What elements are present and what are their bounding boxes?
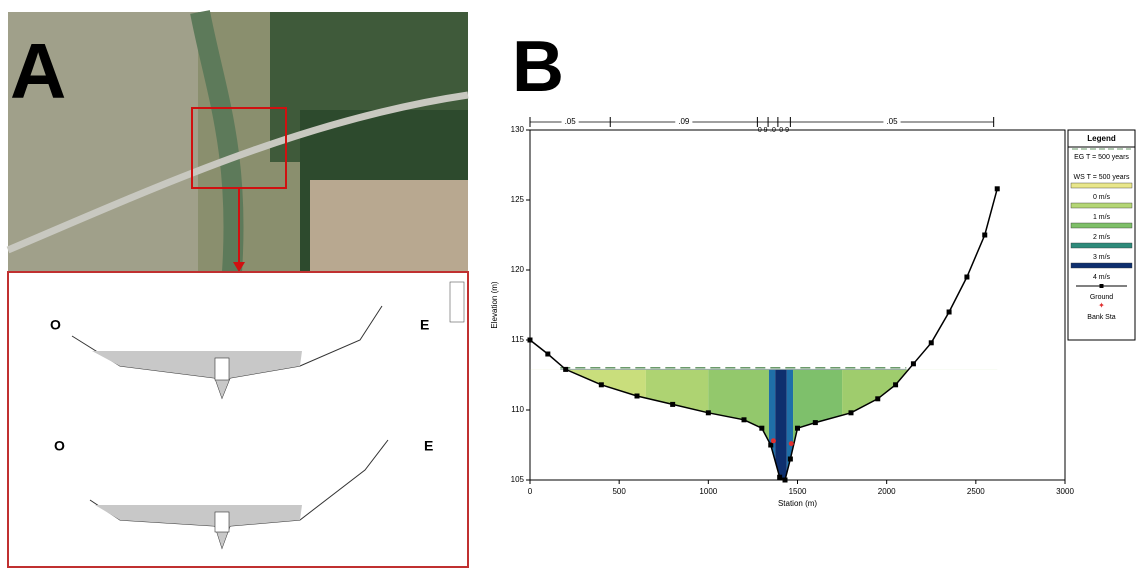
ground-point — [741, 417, 747, 423]
ground-point — [598, 382, 604, 388]
flow-strip — [708, 369, 769, 480]
legend-swatch — [1070, 242, 1133, 249]
ground-point — [759, 425, 765, 431]
side-label: E — [424, 438, 433, 454]
ground-point — [848, 410, 854, 416]
y-tick-label: 105 — [511, 475, 525, 484]
ground-line — [529, 188, 998, 482]
label-bg — [675, 117, 693, 127]
ground-point — [812, 420, 818, 426]
legend-swatch — [1070, 202, 1133, 209]
x-tick-label: 3000 — [1056, 487, 1074, 496]
ground-point — [928, 340, 934, 346]
ground-point — [768, 442, 774, 448]
legend-swatch — [1070, 222, 1133, 229]
flow-strip — [775, 369, 787, 480]
ground-point — [782, 477, 788, 483]
legend-swatch — [1070, 182, 1133, 189]
legend-swatch — [1070, 262, 1133, 269]
ground-point — [964, 274, 970, 280]
label-bg — [883, 117, 901, 127]
ground-point — [875, 396, 881, 402]
x-tick-label: 1000 — [699, 487, 717, 496]
y-tick-label: 115 — [511, 335, 524, 344]
side-label: E — [420, 317, 429, 333]
ground-point — [777, 474, 783, 480]
manning-label: 0 9 — [758, 127, 768, 134]
panel-label: B — [512, 27, 564, 107]
y-tick-label: 130 — [511, 125, 525, 134]
legend-label: EG T = 500 years — [1074, 154, 1129, 161]
ground-point — [982, 232, 988, 238]
x-tick-label: 500 — [612, 487, 626, 496]
legend-label: Ground — [1090, 294, 1113, 301]
legend-label: 1 m/s — [1093, 214, 1111, 221]
ground-point — [946, 309, 952, 315]
ground-point — [994, 186, 1000, 192]
x-tick-label: 2000 — [878, 487, 896, 496]
bank-station — [770, 438, 776, 444]
flow-strip — [842, 369, 998, 480]
flow-strip — [768, 369, 776, 480]
y-tick-label: 120 — [511, 265, 525, 274]
flow-strip — [530, 369, 646, 480]
legend-label: 0 m/s — [1093, 194, 1111, 201]
legend-title: Legend — [1087, 134, 1116, 143]
x-tick-label: 2500 — [967, 487, 985, 496]
ground-point — [670, 401, 676, 407]
x-tick-label: 0 — [528, 487, 533, 496]
legend-box — [1067, 129, 1136, 341]
flow-strip — [645, 369, 709, 480]
side-label: O — [50, 317, 61, 333]
legend-label: 3 m/s — [1093, 254, 1111, 261]
legend-swatch — [1099, 284, 1104, 288]
legend-label: 4 m/s — [1093, 274, 1111, 281]
ground-point — [634, 393, 640, 399]
x-tick-label: 1500 — [789, 487, 807, 496]
side-label: O — [54, 438, 65, 454]
legend-label: 2 m/s — [1093, 234, 1111, 241]
sub-chart — [71, 281, 465, 550]
ground-point — [705, 410, 711, 416]
ground-point — [910, 361, 916, 367]
panel-label: A — [10, 27, 66, 115]
legend-label: Bank Sta — [1087, 314, 1116, 321]
ground-point — [563, 366, 569, 372]
legend-label: WS T = 500 years — [1074, 174, 1130, 181]
ground-point — [527, 337, 533, 343]
manning-label: 0 9 — [779, 127, 789, 134]
manning-label: .0 — [770, 127, 776, 134]
ground-point — [893, 382, 899, 388]
x-axis-label: Station (m) — [778, 499, 817, 508]
bank-station — [788, 441, 794, 447]
label-bg — [561, 117, 579, 127]
y-tick-label: 125 — [511, 195, 525, 204]
ground-point — [795, 425, 800, 431]
satellite-image — [6, 10, 469, 273]
manning-label: .05 — [565, 117, 577, 126]
legend-swatch: ✦ — [1098, 301, 1105, 310]
flow-strip — [786, 369, 794, 480]
y-axis-label: Elevation (m) — [490, 281, 499, 328]
ground-point — [787, 456, 793, 462]
y-tick-label: 110 — [511, 405, 524, 414]
ground-point — [545, 351, 551, 357]
manning-label: .09 — [678, 117, 690, 126]
manning-label: .05 — [886, 117, 898, 126]
